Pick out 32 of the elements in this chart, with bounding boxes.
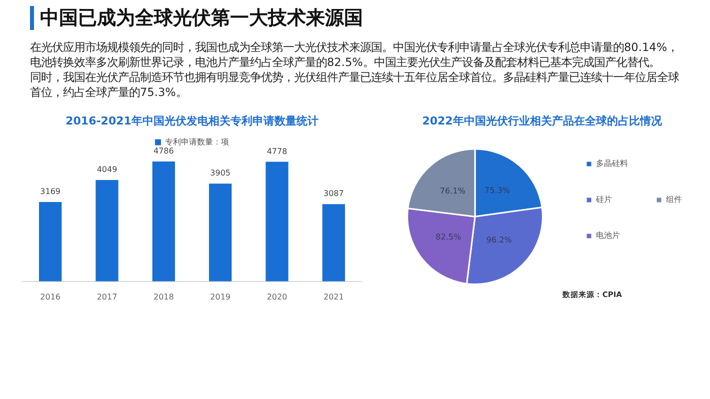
- data-label: 4049: [96, 165, 118, 174]
- data-label: 3169: [40, 187, 61, 196]
- text: 在光伏应用市场规模领先的同时，我国也成为全球第一大光伏技术来源国。中国光伏专利申请量占全球光伏专利总申请量的80.14%，电池转换效率多次刷新世界记录，电池片产量约占全球产量的82.5%。中国主要光伏生产设备及配套材料已基本完成国产化替代。: [30, 40, 680, 70]
- data-label: 3087: [323, 189, 344, 198]
- data-label: 96.2%: [486, 235, 512, 244]
- legend-label: 电池片: [596, 231, 620, 240]
- data-label: 76.1%: [440, 186, 466, 196]
- legend-label: 组件: [666, 195, 682, 204]
- bar: [96, 180, 118, 282]
- data-label: 75.3%: [484, 186, 510, 196]
- bar: [209, 184, 232, 282]
- x-tick-label: 2020: [266, 292, 288, 302]
- bar: [39, 202, 62, 282]
- data-label: 4778: [266, 146, 288, 156]
- x-tick-label: 2019: [210, 292, 231, 302]
- x-tick-label: 2016: [40, 292, 61, 302]
- bar: [266, 162, 288, 282]
- bar: [152, 162, 175, 282]
- legend-label: 硅片: [595, 195, 612, 204]
- x-tick-label: 2018: [153, 292, 174, 302]
- text: 中国已成为全球光伏第一大技术来源国: [30, 6, 688, 30]
- legend-label: 专利申请数量：项: [165, 137, 229, 146]
- data-label: 82.5%: [436, 232, 462, 242]
- chart-title: 2016-2021年中国光伏发电相关专利申请数量统计: [66, 114, 318, 128]
- data-label: 3905: [210, 168, 231, 178]
- text: 同时，我国在光伏产品制造环节也拥有明显竞争优势，光伏组件产量已连续十五年位居全球首位。多晶硅料产量已连续十一年位居全球首位，约占全球产量的75.3%。: [30, 70, 680, 100]
- data-label: 4786: [153, 146, 174, 156]
- legend-label: 多晶硅料: [596, 159, 628, 168]
- chart-title: 2022年中国光伏行业相关产品在全球的占比情况: [422, 114, 663, 128]
- x-tick-label: 2017: [96, 292, 118, 302]
- bar: [322, 204, 345, 282]
- x-tick-label: 2021: [323, 292, 344, 302]
